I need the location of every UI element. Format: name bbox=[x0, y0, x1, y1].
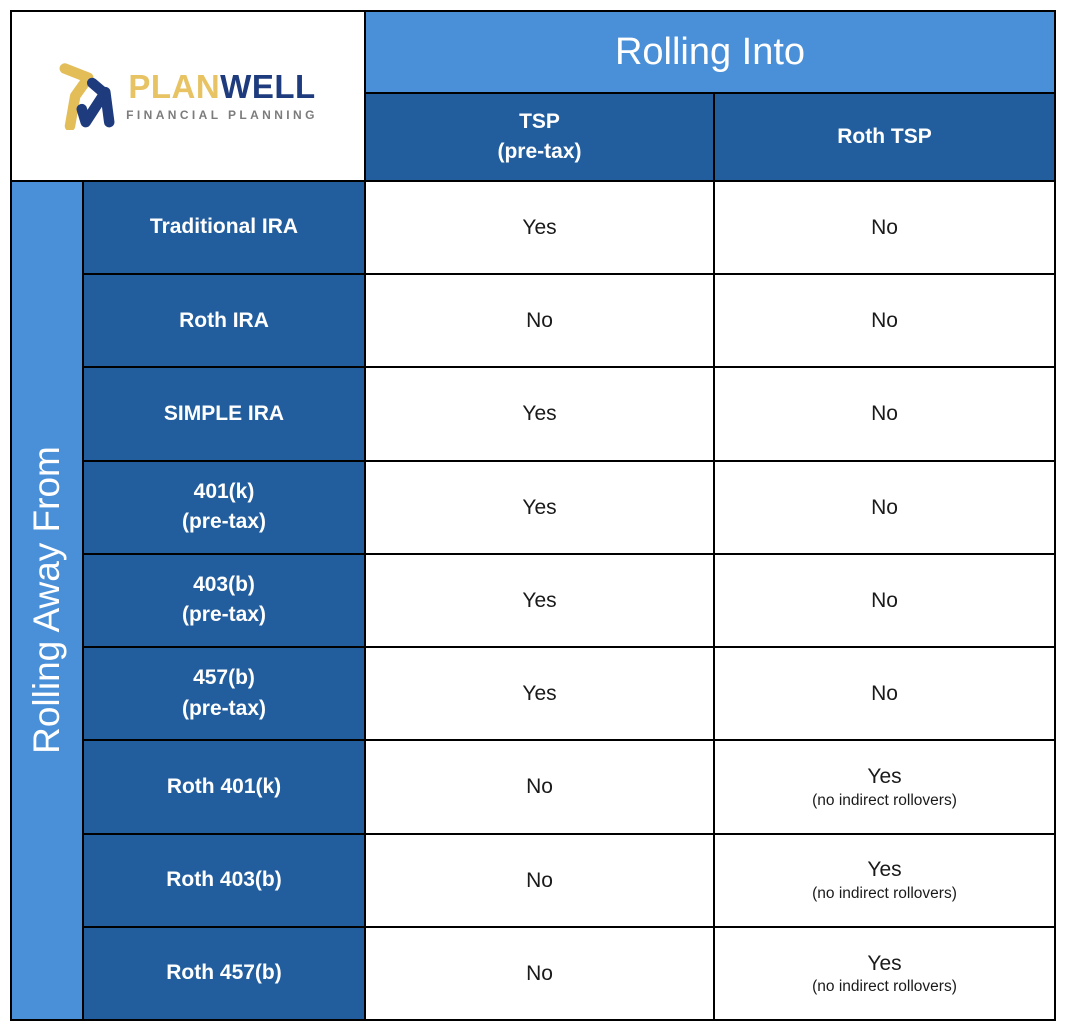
cell-value: No bbox=[526, 961, 553, 985]
tsp-cell: Yes bbox=[366, 648, 713, 740]
roth-tsp-cell: No bbox=[715, 554, 1054, 647]
roth-tsp-cell: Yes (no indirect rollovers) bbox=[715, 834, 1054, 926]
logo-wordmark: PLANWELL bbox=[128, 70, 315, 103]
cell-value: No bbox=[871, 682, 898, 706]
row-label-line1: Traditional IRA bbox=[149, 215, 299, 239]
roth-tsp-cell: Yes (no indirect rollovers) bbox=[715, 741, 1054, 833]
cell-value: Yes bbox=[522, 588, 557, 612]
row-label-cell: 457(b) (pre-tax) bbox=[84, 648, 364, 740]
row-label-cell: Roth 401(k) bbox=[84, 741, 364, 833]
row-label-line1: 403(b) bbox=[193, 573, 255, 597]
tsp-cell: Yes bbox=[366, 554, 713, 647]
row-label-line1: 401(k) bbox=[193, 479, 255, 503]
rolling-into-header: Rolling Into bbox=[366, 12, 1054, 92]
cell-value: No bbox=[871, 402, 898, 426]
cell-value: Yes bbox=[522, 682, 557, 706]
roth-tsp-cell: Yes (no indirect rollovers) bbox=[715, 927, 1054, 1019]
rollover-table: PLANWELL FINANCIAL PLANNING Rolling Into… bbox=[10, 10, 1056, 1021]
cell-value: No bbox=[526, 868, 553, 892]
cell-value: No bbox=[526, 775, 553, 799]
tsp-cell: Yes bbox=[366, 182, 713, 274]
rolling-away-from-header: Rolling Away From bbox=[12, 182, 82, 1019]
row-label-line2: (pre-tax) bbox=[181, 603, 266, 627]
row-label-line1: Roth 457(b) bbox=[166, 961, 282, 985]
row-label-cell: SIMPLE IRA bbox=[84, 368, 364, 460]
cell-note: (no indirect rollovers) bbox=[812, 791, 957, 809]
cell-note: (no indirect rollovers) bbox=[812, 977, 957, 995]
cell-value: No bbox=[526, 309, 553, 333]
cell-value: Yes bbox=[867, 951, 902, 975]
row-label-line1: SIMPLE IRA bbox=[163, 401, 285, 425]
col-header-tsp-line2: (pre-tax) bbox=[497, 140, 582, 163]
roth-tsp-cell: No bbox=[715, 461, 1054, 553]
row-label-cell: 401(k) (pre-tax) bbox=[84, 461, 364, 553]
logo-text: PLANWELL FINANCIAL PLANNING bbox=[126, 70, 318, 122]
cell-value: No bbox=[871, 309, 898, 333]
row-label-line2: (pre-tax) bbox=[181, 510, 266, 534]
rolling-away-from-label: Rolling Away From bbox=[26, 446, 68, 755]
cell-value: No bbox=[871, 495, 898, 519]
cell-value: Yes bbox=[867, 858, 902, 882]
cell-note: (no indirect rollovers) bbox=[812, 884, 957, 902]
row-label-line1: Roth IRA bbox=[179, 308, 269, 332]
row-label-cell: Roth 403(b) bbox=[84, 834, 364, 926]
cell-value: Yes bbox=[522, 402, 557, 426]
row-label-line2: (pre-tax) bbox=[181, 696, 266, 720]
roth-tsp-cell: No bbox=[715, 648, 1054, 740]
logo-tagline: FINANCIAL PLANNING bbox=[126, 108, 318, 122]
tsp-cell: No bbox=[366, 834, 713, 926]
tsp-cell: No bbox=[366, 927, 713, 1019]
tsp-cell: No bbox=[366, 741, 713, 833]
row-label-line1: Roth 401(k) bbox=[166, 774, 282, 798]
roth-tsp-cell: No bbox=[715, 368, 1054, 460]
col-header-tsp-line1: TSP bbox=[519, 109, 560, 133]
col-header-roth-tsp-line1: Roth TSP bbox=[837, 124, 932, 148]
logo-word-plan: PLAN bbox=[128, 68, 221, 105]
planwell-logo-icon bbox=[59, 63, 115, 130]
row-label-cell: 403(b) (pre-tax) bbox=[84, 554, 364, 647]
tsp-cell: Yes bbox=[366, 461, 713, 553]
logo-cell: PLANWELL FINANCIAL PLANNING bbox=[12, 12, 364, 180]
logo-word-well: WELL bbox=[220, 68, 316, 105]
cell-value: No bbox=[871, 588, 898, 612]
row-label-cell: Roth 457(b) bbox=[84, 927, 364, 1019]
roth-tsp-cell: No bbox=[715, 275, 1054, 367]
tsp-cell: No bbox=[366, 275, 713, 367]
cell-value: Yes bbox=[867, 765, 902, 789]
col-header-tsp: TSP (pre-tax) bbox=[366, 94, 713, 180]
cell-value: Yes bbox=[522, 215, 557, 239]
cell-value: No bbox=[871, 215, 898, 239]
row-label-cell: Roth IRA bbox=[84, 275, 364, 367]
cell-value: Yes bbox=[522, 495, 557, 519]
row-label-line1: Roth 403(b) bbox=[166, 867, 282, 891]
roth-tsp-cell: No bbox=[715, 182, 1054, 274]
col-header-roth-tsp: Roth TSP bbox=[715, 94, 1054, 180]
row-label-cell: Traditional IRA bbox=[84, 182, 364, 274]
row-label-line1: 457(b) bbox=[193, 666, 255, 690]
tsp-cell: Yes bbox=[366, 368, 713, 460]
